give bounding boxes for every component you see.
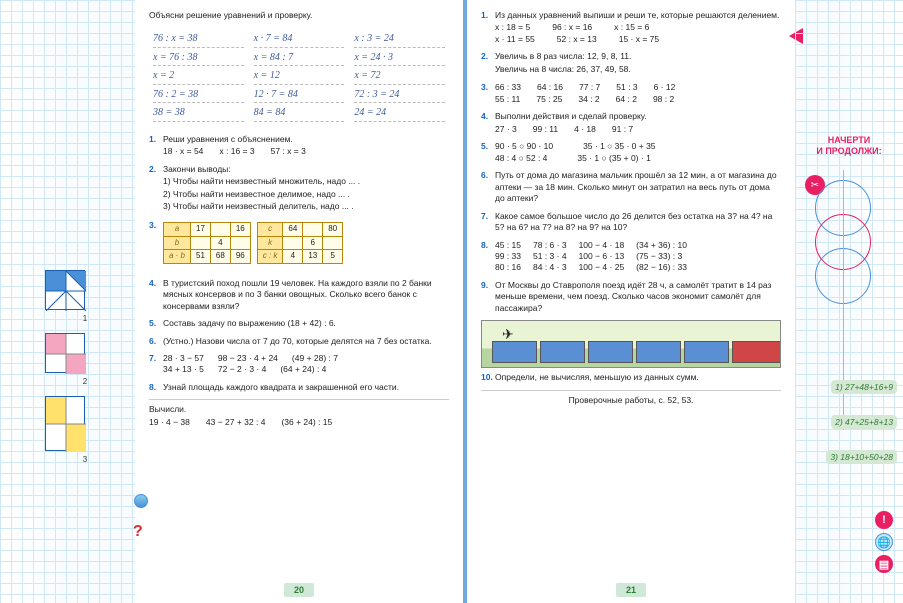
r-ex-4: 4.Выполни действия и сделай проверку.27 …: [481, 111, 781, 135]
shape-1: [45, 270, 85, 310]
r-ex-10: 10.Определи, не вычисляя, меньшую из дан…: [481, 372, 781, 383]
ex-7: 7.28 · 3 − 5798 − 23 · 4 + 24(49 + 28) :…: [149, 353, 449, 376]
page-right: 1.Из данных уравнений выпиши и реши те, …: [465, 0, 795, 603]
eq-3: 3) 18+10+50+28: [826, 450, 897, 464]
book-icon: ▤: [875, 555, 893, 573]
r-ex-9: 9.От Москвы до Ставрополя поезд идёт 28 …: [481, 280, 781, 314]
margin-shapes: 1 2 3: [45, 270, 125, 474]
r-ex-2: 2.Увеличь в 8 раз числа: 12, 9, 8, 11.Ув…: [481, 51, 781, 76]
right-margin: НАЧЕРТИИ ПРОДОЛЖИ: ✂ 1) 27+48+16+9 2) 47…: [795, 0, 903, 603]
question-icon: ?: [133, 521, 143, 543]
footer-ref: Проверочные работы, с. 52, 53.: [481, 395, 781, 406]
shape-3: [45, 396, 85, 451]
ex-5: 5.Составь задачу по выражению (18 + 42) …: [149, 318, 449, 329]
instruction: Объясни решение уравнений и проверку.: [149, 10, 449, 21]
r-ex-7: 7.Какое самое большое число до 26 делитс…: [481, 211, 781, 234]
page-number-left: 20: [284, 583, 314, 597]
globe-icon-r: 🌐: [875, 533, 893, 551]
eq-1: 1) 27+48+16+9: [831, 380, 897, 394]
r-ex-6: 6.Путь от дома до магазина мальчик прошё…: [481, 170, 781, 204]
exclaim-icon: !: [875, 511, 893, 529]
ex-8: 8.Узнай площадь каждого квадрата и закра…: [149, 382, 449, 393]
ex-1: 1.Реши уравнения с объяснением.18 · x = …: [149, 134, 449, 158]
ex-6: 6.(Устно.) Назови числа от 7 до 70, кото…: [149, 336, 449, 347]
left-margin: 1 2 3: [0, 0, 135, 603]
r-ex-8: 8.45 : 1578 : 6 · 3100 − 4 · 18(34 + 36)…: [481, 240, 781, 274]
page-left: Объясни решение уравнений и проверку. 76…: [135, 0, 465, 603]
train-illustration: ✈: [481, 320, 781, 368]
handwriting-box: 76 : x = 38x · 7 = 84x : 3 = 24x = 76 : …: [149, 27, 449, 126]
ex-3: 3.a1716b4a · b516896c6480k6c : k4135: [149, 220, 449, 272]
r-ex-5: 5.90 · 5 ○ 90 · 1035 · 1 ○ 35 · 0 + 3548…: [481, 141, 781, 164]
page-number-right: 21: [616, 583, 646, 597]
calc-label: Вычисли.: [149, 404, 449, 415]
margin-icons: ! 🌐 ▤: [875, 511, 893, 573]
r-ex-3: 3.66 : 3364 : 1677 : 751 : 36 · 1255 : 1…: [481, 82, 781, 105]
eq-2: 2) 47+25+8+13: [831, 415, 897, 429]
margin-title: НАЧЕРТИИ ПРОДОЛЖИ:: [795, 135, 903, 157]
globe-icon: [134, 494, 148, 508]
ex-2: 2.Закончи выводы:1) Чтобы найти неизвест…: [149, 164, 449, 214]
shape-2: [45, 333, 85, 373]
r-ex-1: 1.Из данных уравнений выпиши и реши те, …: [481, 10, 781, 45]
ex-4: 4.В туристский поход пошли 19 человек. Н…: [149, 278, 449, 312]
